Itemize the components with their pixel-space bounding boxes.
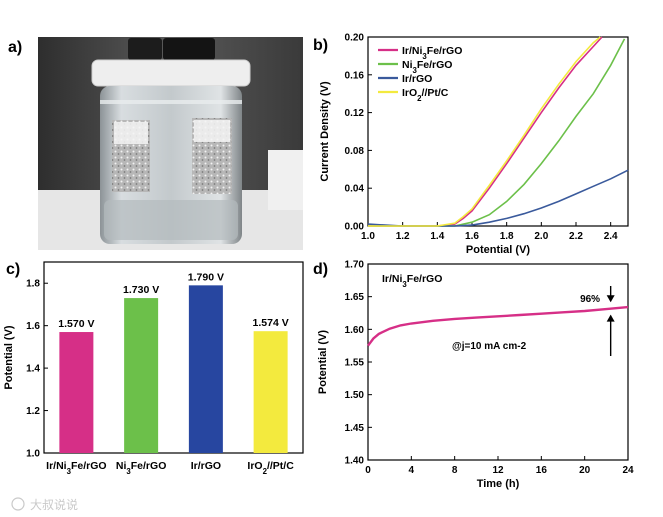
legend-entry: IrO2//Pt/C <box>402 87 449 103</box>
y-tick-label: 1.40 <box>345 456 365 467</box>
series-line <box>367 169 629 227</box>
bar <box>188 285 223 453</box>
panel-b-polarization-chart: 1.0 1.2 1.4 1.6 1.8 2.0 2.2 2.4 0.00 0.04 0.08 0.12… <box>319 33 629 256</box>
bar-data-label: 1.730 V <box>123 284 159 296</box>
x-category-label: Ir/rGO <box>191 460 221 472</box>
y-tick-label: 0.04 <box>345 184 365 195</box>
watermark-logo-icon <box>11 497 25 511</box>
y-tick-label: 1.55 <box>345 358 365 369</box>
y-tick-label: 1.60 <box>345 325 365 336</box>
y-tick-label: 1.8 <box>26 279 40 290</box>
y-axis-label: Current Density (V) <box>319 81 331 182</box>
panel-label-d: d) <box>313 261 328 278</box>
y-tick-label: 1.6 <box>26 321 40 332</box>
y-axis-label: Potential (V) <box>317 330 329 395</box>
panel-label-a: a) <box>8 39 22 56</box>
panel-label-c: c) <box>6 261 20 278</box>
y-axis-label: Potential (V) <box>3 325 15 390</box>
x-tick-label: 2.0 <box>534 231 548 242</box>
x-axis-label: Time (h) <box>477 478 520 490</box>
y-tick-label: 1.4 <box>26 364 40 375</box>
series-line <box>368 36 601 227</box>
legend-entry: Ir/rGO <box>402 73 432 85</box>
x-tick-label: 2.4 <box>604 231 618 242</box>
y-tick-label: 0.12 <box>345 108 365 119</box>
y-tick-label: 0.20 <box>345 33 365 44</box>
x-tick-label: 1.4 <box>430 231 444 242</box>
y-tick-label: 1.50 <box>345 390 365 401</box>
down-arrowhead-icon <box>606 295 615 303</box>
x-tick-label: 1.6 <box>465 231 479 242</box>
x-category-label: Ni3Fe/rGO <box>116 460 166 476</box>
x-tick-label: 12 <box>492 465 504 476</box>
series-annotation: Ir/Ni3Fe/rGO <box>382 273 442 289</box>
x-tick-label: 0 <box>365 465 371 476</box>
x-category-label: Ir/Ni3Fe/rGO <box>46 460 106 476</box>
bar-data-label: 1.574 V <box>253 317 289 329</box>
panel-c-bar-chart: 1.0 1.2 1.4 1.6 1.8 Potential (V) 1.570 V Ir/Ni… <box>3 261 304 476</box>
panel-label-b: b) <box>313 37 328 54</box>
x-tick-label: 2.2 <box>569 231 583 242</box>
plot-frame <box>367 36 629 227</box>
retention-annotation: 96% <box>580 294 600 305</box>
y-tick-label: 1.2 <box>26 406 40 417</box>
panel-d-stability-chart: 0 4 8 12 16 20 24 1.40 1.45 1.50 1.55 1.60 1.65 1.70 T… <box>317 260 634 491</box>
bar-data-label: 1.570 V <box>58 318 94 330</box>
watermark: 大叔说说 <box>11 497 78 512</box>
bar-data-label: 1.790 V <box>188 271 224 283</box>
y-tick-label: 1.70 <box>345 260 365 271</box>
x-axis-label: Potential (V) <box>466 244 531 256</box>
plot-frame <box>43 261 304 454</box>
y-tick-label: 1.45 <box>345 423 365 434</box>
bar <box>124 298 159 453</box>
x-tick-label: 4 <box>409 465 415 476</box>
y-tick-label: 0.16 <box>345 70 365 81</box>
x-tick-label: 1.0 <box>361 231 375 242</box>
electrolyzer-photo <box>38 37 303 250</box>
x-tick-label: 1.8 <box>500 231 514 242</box>
x-tick-label: 20 <box>579 465 591 476</box>
up-arrowhead-icon <box>606 314 615 322</box>
x-tick-label: 8 <box>452 465 458 476</box>
x-tick-label: 1.2 <box>396 231 410 242</box>
y-tick-label: 1.0 <box>26 449 40 460</box>
bar <box>253 331 288 453</box>
condition-annotation: @j=10 mA cm-2 <box>452 341 527 352</box>
x-category-label: IrO2//Pt/C <box>247 460 294 476</box>
legend-entry: Ni3Fe/rGO <box>402 59 452 75</box>
y-tick-label: 0.00 <box>345 222 365 233</box>
y-tick-label: 1.65 <box>345 292 365 303</box>
series-line <box>367 305 629 347</box>
watermark-text: 大叔说说 <box>30 497 78 512</box>
x-tick-label: 16 <box>536 465 548 476</box>
y-tick-label: 0.08 <box>345 146 365 157</box>
bar <box>59 332 94 453</box>
x-tick-label: 24 <box>622 465 634 476</box>
legend-entry: Ir/Ni3Fe/rGO <box>402 45 462 61</box>
